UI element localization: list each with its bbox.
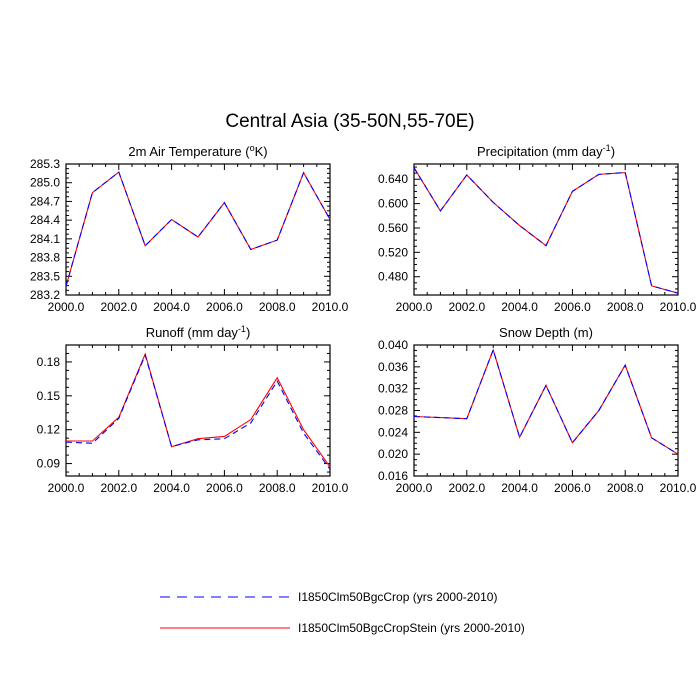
legend: I1850Clm50BgcCrop (yrs 2000-2010) I1850C…	[160, 590, 525, 635]
runoff-y-tick-label: 0.12	[37, 423, 61, 437]
2m-air-temperature-y-tick-label: 283.2	[30, 288, 60, 302]
precipitation-y-tick-label: 0.600	[378, 197, 408, 211]
runoff-panel-title-tail: )	[246, 325, 250, 340]
2m-air-temperature-x-tick-label: 2006.0	[206, 300, 243, 314]
snow-depth-x-tick-label: 2006.0	[554, 481, 591, 495]
2m-air-temperature-x-tick-label: 2010.0	[312, 300, 349, 314]
snow-depth-y-tick-label: 0.040	[378, 338, 408, 352]
2m-air-temperature-x-tick-label: 2004.0	[153, 300, 190, 314]
panel-snow-depth: Snow Depth (m) 2000.0 2002.0 2004.0 2006.0 20…	[378, 325, 697, 495]
runoff-panel-title-sup: -1	[238, 324, 246, 334]
figure-title: Central Asia (35-50N,55-70E)	[225, 111, 474, 132]
2m-air-temperature-y-tick-label: 283.5	[30, 269, 60, 283]
snow-depth-x-tick-label: 2002.0	[448, 481, 485, 495]
snow-depth-y-tick-label: 0.028	[378, 404, 408, 418]
runoff-x-tick-label: 2006.0	[206, 481, 243, 495]
precipitation-y-tick-label: 0.640	[378, 172, 408, 186]
runoff-series-crop-line	[65, 353, 331, 470]
runoff-series-crop-stein-line	[66, 352, 331, 468]
runoff-x-tick-label: 2004.0	[153, 481, 190, 495]
precipitation-y-tick-label: 0.560	[378, 221, 408, 235]
2m-air-temperature-series-crop-stein-line	[65, 171, 331, 287]
snow-depth-y-tick-label: 0.036	[378, 360, 408, 374]
snow-depth-y-tick-label: 0.016	[378, 469, 408, 483]
snow-depth-x-tick-label: 2000.0	[396, 481, 433, 495]
runoff-y-tick-label: 0.09	[37, 457, 61, 471]
runoff-x-tick-label: 2002.0	[100, 481, 137, 495]
2m-air-temperature-panel-title-tail: K)	[255, 144, 268, 159]
snow-depth-x-tick-label: 2010.0	[660, 481, 697, 495]
runoff-x-tick-label: 2000.0	[48, 481, 85, 495]
snow-depth-y-tick-label: 0.024	[378, 425, 408, 439]
precipitation-panel-title: Precipitation (mm day-1)	[477, 143, 615, 159]
precipitation-x-tick-label: 2004.0	[501, 300, 538, 314]
precipitation-panel-title-tail: )	[611, 144, 615, 159]
panel-2m-air-temperature: 2m Air Temperature (oK) 2000.0 2002.0 2004.…	[30, 143, 349, 314]
precipitation-x-tick-label: 2006.0	[554, 300, 591, 314]
precipitation-x-tick-label: 2008.0	[607, 300, 644, 314]
snow-depth-x-tick-label: 2004.0	[501, 481, 538, 495]
snow-depth-y-tick-label: 0.020	[378, 447, 408, 461]
runoff-x-tick-label: 2008.0	[259, 481, 296, 495]
panels: 2m Air Temperature (oK) 2000.0 2002.0 2004.…	[30, 143, 697, 495]
runoff-x-tick-label: 2010.0	[312, 481, 349, 495]
2m-air-temperature-y-tick-label: 285.3	[30, 157, 60, 171]
2m-air-temperature-y-tick-label: 284.4	[30, 213, 60, 227]
2m-air-temperature-x-tick-label: 2000.0	[48, 300, 85, 314]
panel-precipitation: Precipitation (mm day-1) 2000.0 2002.0 2004…	[378, 143, 697, 314]
snow-depth-series-crop-line	[413, 348, 679, 455]
precipitation-x-tick-label: 2010.0	[660, 300, 697, 314]
legend-label-crop: I1850Clm50BgcCrop (yrs 2000-2010)	[298, 590, 497, 604]
snow-depth-y-tick-label: 0.032	[378, 382, 408, 396]
legend-label-crop-stein: I1850Clm50BgcCropStein (yrs 2000-2010)	[298, 621, 525, 635]
snow-depth-panel-title-main: Snow Depth (m)	[499, 325, 593, 340]
2m-air-temperature-panel-title-main: 2m Air Temperature (	[128, 144, 250, 159]
precipitation-panel-title-main: Precipitation (mm day	[477, 144, 603, 159]
2m-air-temperature-panel-title: 2m Air Temperature (oK)	[128, 143, 267, 159]
runoff-y-tick-label: 0.18	[37, 355, 61, 369]
2m-air-temperature-panel-title-sup: o	[250, 143, 255, 153]
2m-air-temperature-y-tick-label: 285.0	[30, 176, 60, 190]
2m-air-temperature-x-tick-label: 2008.0	[259, 300, 296, 314]
snow-depth-panel-title: Snow Depth (m)	[499, 325, 593, 340]
2m-air-temperature-y-tick-label: 284.7	[30, 194, 60, 208]
2m-air-temperature-x-tick-label: 2002.0	[100, 300, 137, 314]
runoff-panel-title: Runoff (mm day-1)	[146, 324, 251, 340]
precipitation-panel-title-sup: -1	[603, 143, 611, 153]
precipitation-y-tick-label: 0.480	[378, 270, 408, 284]
precipitation-series-crop-line	[413, 167, 679, 294]
runoff-panel-title-main: Runoff (mm day	[146, 325, 239, 340]
panel-runoff: Runoff (mm day-1) 2000.0 2002.0 2004.0 2006.…	[37, 324, 349, 495]
precipitation-y-tick-label: 0.520	[378, 245, 408, 259]
precipitation-x-tick-label: 2002.0	[448, 300, 485, 314]
precipitation-x-tick-label: 2000.0	[396, 300, 433, 314]
2m-air-temperature-y-tick-label: 284.1	[30, 232, 60, 246]
snow-depth-x-tick-label: 2008.0	[607, 481, 644, 495]
2m-air-temperature-y-tick-label: 283.8	[30, 251, 60, 265]
runoff-y-tick-label: 0.15	[37, 389, 61, 403]
